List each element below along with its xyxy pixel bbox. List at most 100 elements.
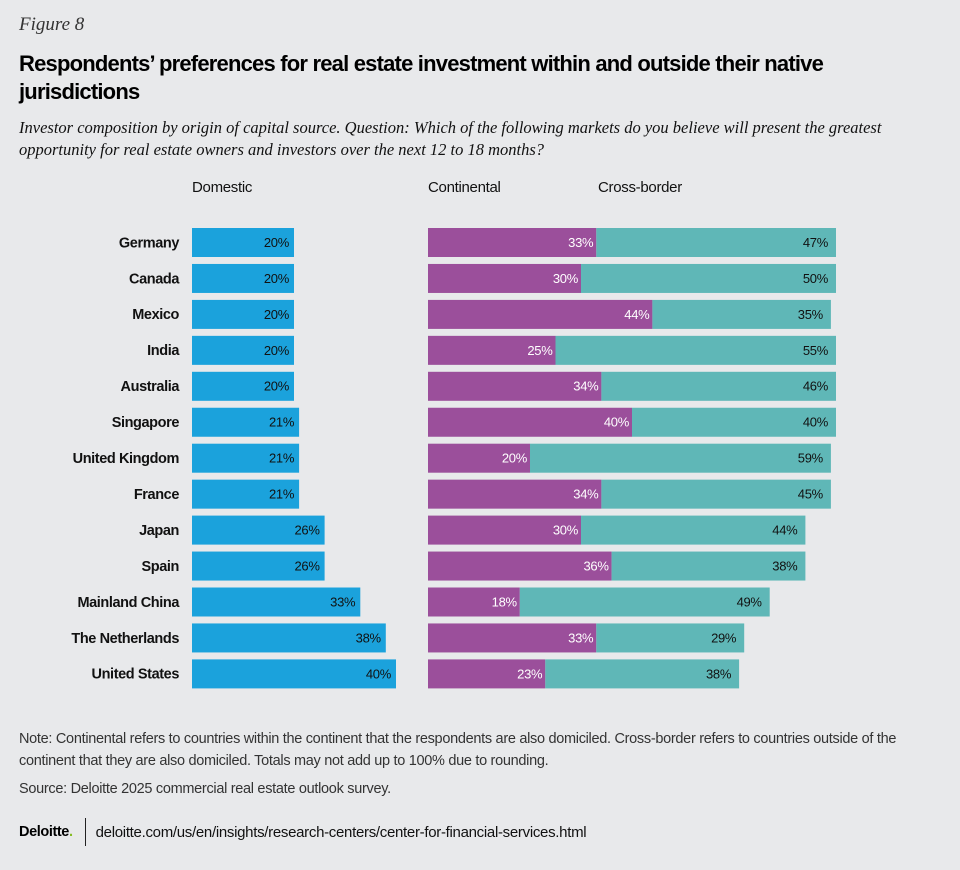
data-label-domestic: 26% xyxy=(294,558,320,573)
data-label-cross-border: 38% xyxy=(706,666,732,681)
bar-domestic xyxy=(192,263,294,293)
data-label-domestic: 20% xyxy=(264,307,290,322)
data-label-continental: 30% xyxy=(553,523,579,538)
bar-cross-border xyxy=(611,551,806,581)
bar-continental xyxy=(428,659,546,689)
data-label-domestic: 33% xyxy=(330,594,356,609)
category-label: United Kingdom xyxy=(73,451,179,467)
logo-dot: . xyxy=(68,824,73,840)
bar-cross-border xyxy=(596,623,745,653)
data-label-continental: 34% xyxy=(573,487,599,502)
bar-continental xyxy=(428,587,520,617)
data-label-continental: 25% xyxy=(527,343,553,358)
data-label-domestic: 20% xyxy=(264,343,290,358)
chart-subtitle: Investor composition by origin of capita… xyxy=(19,118,882,159)
category-label: Singapore xyxy=(112,415,180,431)
data-label-continental: 33% xyxy=(568,630,594,645)
bar-continental xyxy=(428,228,597,257)
category-label: India xyxy=(147,343,180,359)
bar-domestic xyxy=(192,515,325,545)
data-label-domestic: 21% xyxy=(269,487,295,502)
category-label: United States xyxy=(92,667,180,683)
bar-continental xyxy=(428,407,632,437)
data-label-cross-border: 47% xyxy=(803,235,829,250)
bar-cross-border xyxy=(652,299,831,329)
bar-domestic xyxy=(192,551,325,581)
chart-source: Source: Deloitte 2025 commercial real es… xyxy=(19,781,391,797)
bar-domestic xyxy=(192,587,361,617)
bar-cross-border xyxy=(530,443,831,473)
data-label-cross-border: 55% xyxy=(803,343,829,358)
bar-domestic xyxy=(192,659,396,689)
header-continental: Continental xyxy=(428,179,501,196)
category-label: The Netherlands xyxy=(71,631,179,647)
data-label-cross-border: 59% xyxy=(798,451,824,466)
deloitte-logo: Deloitte. xyxy=(19,824,73,840)
header-domestic: Domestic xyxy=(192,179,253,196)
bar-cross-border xyxy=(545,659,740,689)
bar-continental xyxy=(428,623,597,653)
data-label-domestic: 21% xyxy=(269,451,295,466)
data-label-domestic: 21% xyxy=(269,415,295,430)
data-label-continental: 20% xyxy=(502,451,528,466)
data-label-cross-border: 50% xyxy=(803,271,829,286)
bar-continental xyxy=(428,515,581,545)
data-label-domestic: 20% xyxy=(264,235,290,250)
logo-text: Deloitte xyxy=(19,824,69,840)
data-label-continental: 36% xyxy=(583,558,609,573)
data-label-cross-border: 49% xyxy=(737,594,763,609)
bar-continental xyxy=(428,335,556,365)
bar-continental xyxy=(428,443,530,473)
bar-domestic xyxy=(192,443,300,473)
data-label-domestic: 20% xyxy=(264,271,290,286)
footer-url[interactable]: deloitte.com/us/en/insights/research-cen… xyxy=(95,823,587,841)
data-label-continental: 18% xyxy=(492,594,518,609)
data-label-cross-border: 40% xyxy=(803,415,829,430)
data-label-continental: 40% xyxy=(604,415,630,430)
data-label-continental: 23% xyxy=(517,666,543,681)
footer-divider xyxy=(84,818,86,846)
category-label: Australia xyxy=(121,379,181,395)
footer: Deloitte. deloitte.com/us/en/insights/re… xyxy=(19,818,587,846)
figure-label: Figure 8 xyxy=(19,14,85,35)
bar-cross-border xyxy=(601,479,831,509)
data-label-continental: 34% xyxy=(573,379,599,394)
data-label-domestic: 26% xyxy=(294,523,320,538)
chart-note: Note: Continental refers to countries wi… xyxy=(19,731,897,769)
bar-domestic xyxy=(192,299,294,329)
category-label: Spain xyxy=(142,559,179,575)
bar-domestic xyxy=(192,228,294,257)
bar-cross-border xyxy=(581,263,836,293)
bar-cross-border xyxy=(601,371,836,401)
bar-domestic xyxy=(192,371,294,401)
category-label: Mexico xyxy=(132,307,179,323)
data-label-cross-border: 29% xyxy=(711,630,737,645)
data-label-cross-border: 46% xyxy=(803,379,829,394)
data-label-continental: 33% xyxy=(568,235,594,250)
category-label: Canada xyxy=(129,271,180,287)
bar-domestic xyxy=(192,623,386,653)
bar-domestic xyxy=(192,407,300,437)
chart-title: Respondents’ preferences for real estate… xyxy=(19,51,824,104)
bar-continental xyxy=(428,371,602,401)
category-label: France xyxy=(134,487,179,503)
bar-cross-border xyxy=(519,587,770,617)
bar-continental xyxy=(428,479,602,509)
bar-domestic xyxy=(192,335,294,365)
data-label-continental: 44% xyxy=(624,307,650,322)
data-label-cross-border: 35% xyxy=(798,307,824,322)
chart-area: Germany 20% 33% 47% Canada 20% 30% 50% Mexico 20%… xyxy=(71,228,836,689)
header-cross-border: Cross-border xyxy=(598,179,682,196)
data-label-cross-border: 45% xyxy=(798,487,824,502)
data-label-cross-border: 44% xyxy=(772,523,798,538)
bar-cross-border xyxy=(632,407,836,437)
data-label-domestic: 40% xyxy=(366,666,392,681)
bar-domestic xyxy=(192,479,300,509)
bar-cross-border xyxy=(596,228,836,257)
category-label: Japan xyxy=(139,523,179,539)
bar-continental xyxy=(428,299,653,329)
category-label: Mainland China xyxy=(77,595,180,611)
data-label-domestic: 20% xyxy=(264,379,290,394)
data-label-cross-border: 38% xyxy=(772,558,798,573)
category-label: Germany xyxy=(119,235,179,251)
